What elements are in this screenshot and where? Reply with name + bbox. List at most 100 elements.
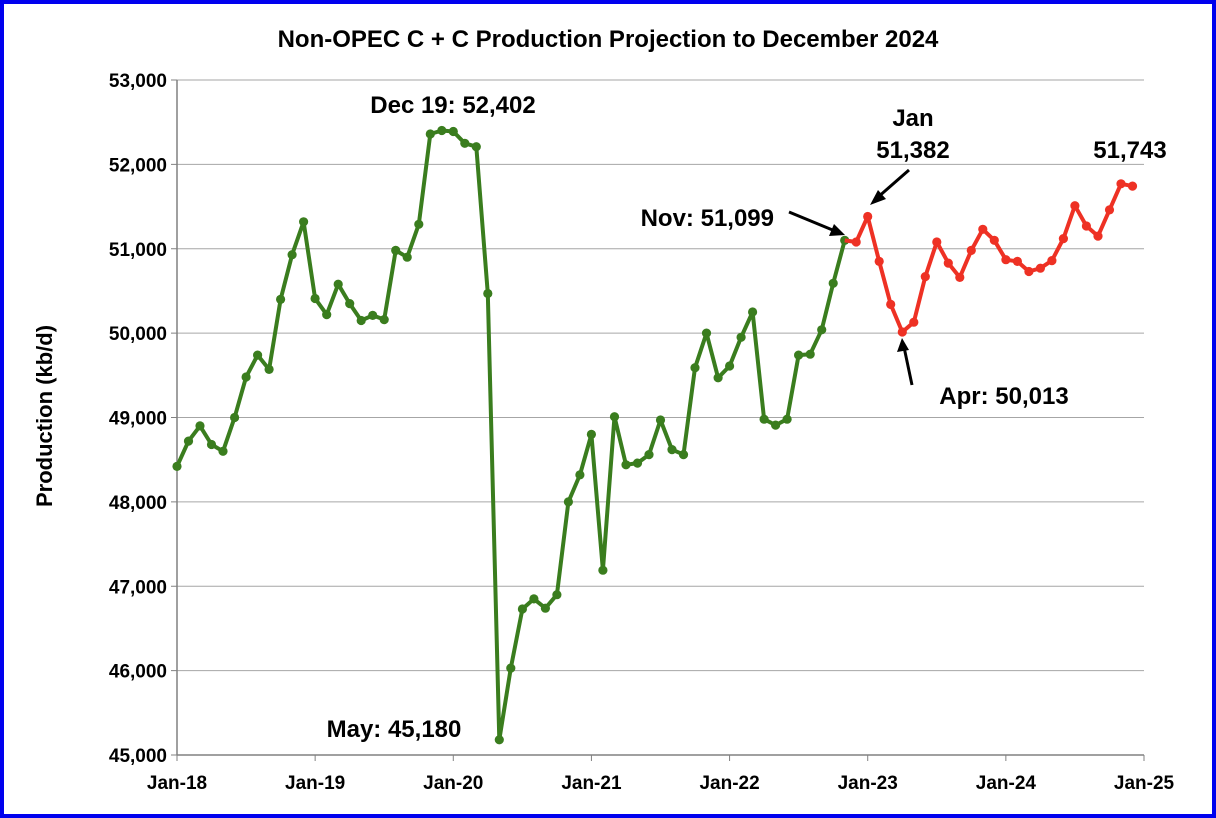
data-point [460,138,470,148]
data-point [1093,231,1103,241]
data-point [1081,221,1091,231]
data-point [932,237,942,247]
data-point [817,325,827,335]
data-point [379,315,389,325]
arrow-apr [902,346,914,386]
data-point [402,252,412,262]
y-tick-label: 49,000 [109,409,167,430]
y-tick-labels: 45,000 46,000 47,000 48,000 49,000 50,000 51,0… [109,71,167,767]
data-point [725,361,735,371]
data-point [759,414,769,424]
x-tick-label: Jan-18 [147,773,207,794]
data-point [437,125,447,136]
y-tick-label: 50,000 [109,324,167,345]
line-chart: Non-OPEC C + C Production Projection to … [32,26,1175,794]
data-point [322,310,332,320]
data-point [552,590,562,600]
annotation-jan-value: 51,382 [876,137,949,164]
data-point [943,258,953,268]
axes [171,79,1145,761]
y-tick-label: 53,000 [109,71,167,92]
data-point [529,594,539,604]
data-point [1116,179,1126,189]
data-point [655,415,666,425]
data-point [1012,256,1023,266]
data-point [391,245,401,255]
data-point [621,460,631,470]
data-point [494,735,504,745]
y-tick-label: 48,000 [109,493,167,514]
data-point [782,414,792,424]
data-point [851,237,861,247]
chart-title: Non-OPEC C + C Production Projection to … [278,26,939,53]
data-point [218,446,228,456]
data-point [356,315,366,326]
annotations: Dec 19: 52,402 May: 45,180 Nov: 51,099 J… [327,92,1167,743]
arrowhead-apr [897,338,909,352]
data-point [748,307,758,317]
data-point [1070,201,1080,211]
data-point [1001,255,1011,265]
annotation-nov: Nov: 51,099 [641,205,774,232]
series-history [172,125,850,745]
data-point [195,421,205,431]
data-point [345,299,355,309]
annotation-dec19-peak: Dec 19: 52,402 [370,92,535,119]
data-point [448,126,458,137]
data-point [701,328,712,338]
data-point [310,293,320,304]
data-point [206,439,217,450]
arrow-jan [876,168,910,200]
data-point [955,272,965,282]
data-point [989,235,999,245]
data-point [264,364,274,374]
annotation-jan: Jan [892,105,933,132]
annotation-arrowheads [829,190,909,352]
data-point [183,436,194,446]
data-point [909,317,919,327]
data-point [1047,256,1057,266]
data-point [978,224,988,234]
annotation-may-low: May: 45,180 [327,716,462,743]
x-tick-labels: Jan-18 Jan-19 Jan-20 Jan-21 Jan-22 Jan-23 Jan-… [147,773,1175,794]
data-point [598,565,608,575]
data-point [736,332,746,342]
data-point [517,604,528,614]
data-point [368,310,378,320]
annotation-apr: Apr: 50,013 [939,383,1068,410]
data-point [966,245,976,255]
data-point [713,373,723,383]
x-tick-label: Jan-22 [699,773,759,794]
arrowhead-jan [870,190,886,205]
data-point [230,412,240,423]
x-tick-label: Jan-20 [423,773,483,794]
x-tick-label: Jan-24 [976,773,1037,794]
x-tick-label: Jan-19 [285,773,345,794]
data-point [690,363,700,373]
data-point [920,272,930,282]
data-point [771,420,781,430]
y-tick-label: 47,000 [109,577,167,598]
x-tick-label: Jan-23 [838,773,898,794]
y-tick-label: 46,000 [109,662,167,683]
data-point [667,445,677,455]
data-series [172,125,1138,745]
data-point [287,250,297,260]
data-point [575,470,585,480]
data-point [540,603,551,613]
data-point [425,129,435,139]
y-tick-label: 51,000 [109,240,167,261]
data-point [299,217,309,227]
data-point [805,349,815,359]
data-point [586,429,597,439]
data-point [506,663,516,673]
data-point [874,256,884,266]
data-point [1035,263,1045,273]
series-projection [844,179,1138,337]
data-point [609,412,620,422]
y-axis-label: Production (kb/d) [32,325,57,507]
data-point [483,288,493,299]
annotation-dec24: 51,743 [1093,137,1166,164]
annotation-arrows [788,168,914,386]
